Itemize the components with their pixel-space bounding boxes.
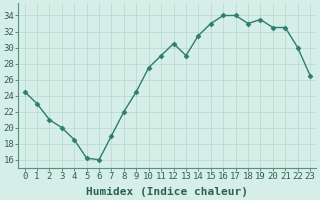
X-axis label: Humidex (Indice chaleur): Humidex (Indice chaleur) xyxy=(86,186,248,197)
